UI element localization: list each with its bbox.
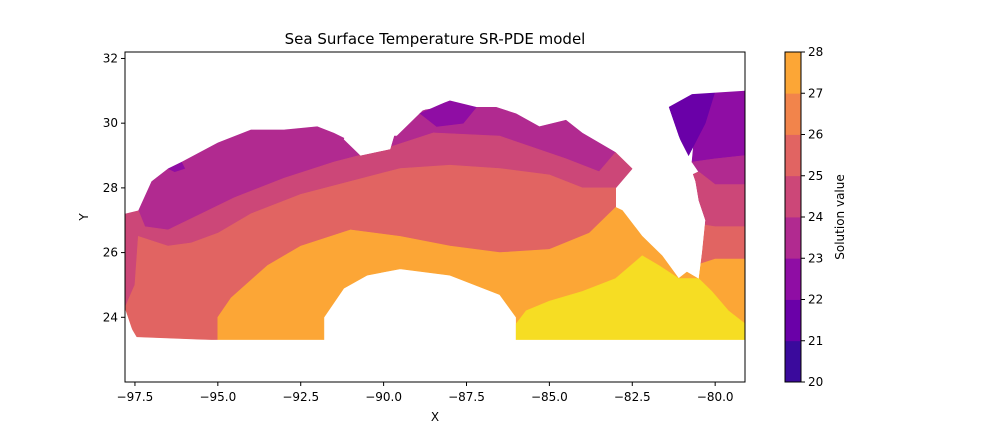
contour-regions (125, 90, 745, 341)
colorbar-swatch-23-24 (785, 217, 801, 259)
y-tick-label: 30 (103, 116, 118, 130)
y-tick-label: 28 (103, 181, 118, 195)
colorbar-tick-label: 26 (808, 128, 823, 142)
x-tick-label: −95.0 (199, 390, 236, 404)
colorbar-tick-label: 23 (808, 251, 823, 265)
mask-florida-peninsula (632, 84, 706, 279)
domain-outside-mask (125, 52, 745, 382)
land-mask (125, 52, 745, 382)
colorbar-tick-label: 27 (808, 86, 823, 100)
plot-frame (124, 51, 746, 383)
colorbar-tick-label: 24 (808, 210, 823, 224)
colorbar-tick-label: 22 (808, 293, 823, 307)
x-tick-label: −80.0 (697, 390, 734, 404)
y-axis: 24 26 28 30 32 (103, 51, 125, 324)
colorbar-swatch-25-26 (785, 134, 801, 177)
x-axis-label: X (431, 410, 439, 424)
colorbar-label: Solution value (833, 174, 847, 259)
colorbar-tick-label: 25 (808, 169, 823, 183)
colorbar-swatch-20-21 (785, 340, 801, 383)
contour-band-27-28-11 (515, 255, 745, 341)
x-tick-label: −82.5 (614, 390, 651, 404)
colorbar-swatch-21-22 (785, 299, 801, 342)
x-tick-label: −90.0 (365, 390, 402, 404)
mask-mississippi-delta-notch (343, 110, 397, 156)
colorbar-swatch-27-28 (785, 52, 801, 94)
y-tick-label: 24 (103, 310, 118, 324)
colorbar-swatch-24-25 (785, 175, 801, 218)
y-axis-label: Y (77, 213, 91, 222)
contour-band-22-23-1 (419, 100, 477, 127)
colorbar: 20 21 22 23 24 25 26 27 28 (784, 45, 823, 389)
colorbar-swatch-26-27 (785, 93, 801, 135)
x-tick-label: −97.5 (117, 390, 154, 404)
y-tick-label: 26 (103, 246, 118, 260)
colorbar-tick-label: 21 (808, 334, 823, 348)
chart-title: Sea Surface Temperature SR-PDE model (285, 30, 586, 48)
x-tick-label: −85.0 (531, 390, 568, 404)
x-tick-label: −92.5 (282, 390, 319, 404)
contour-band-22-23-2 (167, 161, 186, 173)
colorbar-tick-label: 28 (808, 45, 823, 59)
plot-area (125, 52, 745, 382)
y-tick-label: 32 (103, 51, 118, 65)
colorbar-swatch-22-23 (785, 258, 801, 300)
x-axis: −97.5 −95.0 −92.5 −90.0 −87.5 −85.0 −82.5 −80.0 (117, 382, 734, 404)
colorbar-tick-label: 20 (808, 375, 823, 389)
x-tick-label: −87.5 (448, 390, 485, 404)
